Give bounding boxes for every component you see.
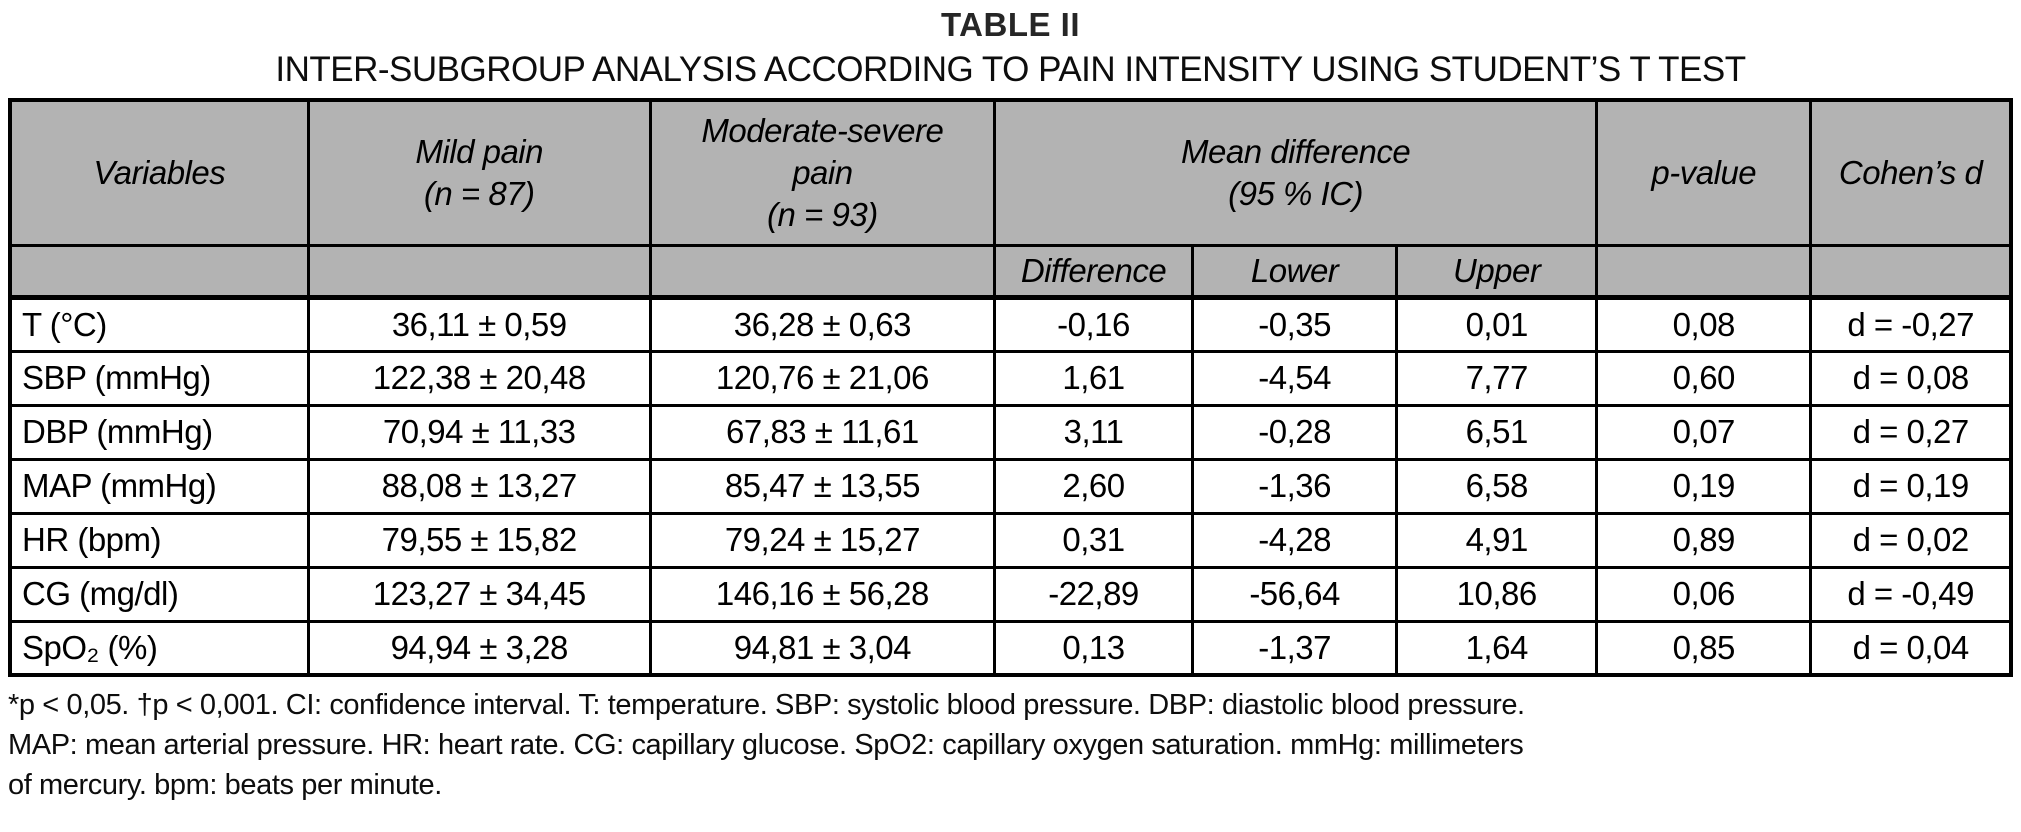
table-row-spo2: SpO₂ (%) 94,94 ± 3,28 94,81 ± 3,04 0,13 …: [8, 619, 2013, 677]
cell-lower: -1,37: [1191, 619, 1399, 677]
cell-p-value: 0,19: [1595, 457, 1813, 515]
cell-upper: 10,86: [1395, 565, 1599, 623]
cell-cohens-d: d = 0,27: [1809, 403, 2013, 461]
table-row-sbp: SBP (mmHg) 122,38 ± 20,48 120,76 ± 21,06…: [8, 349, 2013, 407]
cell-cohens-d: d = 0,19: [1809, 457, 2013, 515]
cell-p-value: 0,08: [1595, 295, 1813, 353]
cell-mild: 79,55 ± 15,82: [306, 511, 652, 569]
cell-mild: 94,94 ± 3,28: [306, 619, 652, 677]
table-row-dbp: DBP (mmHg) 70,94 ± 11,33 67,83 ± 11,61 3…: [8, 403, 2013, 461]
header-row-main: Variables Mild pain (n = 87) Moderate-se…: [8, 98, 2013, 247]
col-header-mild-pain: Mild pain (n = 87): [306, 98, 652, 247]
table-footnote: *p < 0,05. †p < 0,001. CI: confidence in…: [8, 689, 1525, 802]
cell-p-value: 0,07: [1595, 403, 1813, 461]
header-row-sub: Difference Lower Upper: [8, 243, 2013, 300]
cell-moderate: 120,76 ± 21,06: [648, 349, 996, 407]
cell-lower: -56,64: [1191, 565, 1399, 623]
cell-moderate: 85,47 ± 13,55: [648, 457, 996, 515]
cell-cohens-d: d = 0,08: [1809, 349, 2013, 407]
cell-difference: 0,31: [992, 511, 1195, 569]
subheader-empty-moderate-severe-pain: [648, 243, 996, 300]
cell-difference: 1,61: [992, 349, 1195, 407]
cell-lower: -0,35: [1191, 295, 1399, 353]
subheader-empty-variables: [8, 243, 310, 300]
table-title: TABLE II: [940, 6, 1081, 43]
table-row-hr: HR (bpm) 79,55 ± 15,82 79,24 ± 15,27 0,3…: [8, 511, 2013, 569]
subheader-difference: Difference: [992, 243, 1195, 300]
col-header-variables: Variables: [8, 98, 310, 247]
cell-difference: 2,60: [992, 457, 1195, 515]
cell-mild: 70,94 ± 11,33: [306, 403, 652, 461]
cell-upper: 6,58: [1395, 457, 1599, 515]
cell-difference: 0,13: [992, 619, 1195, 677]
cell-upper: 6,51: [1395, 403, 1599, 461]
cell-p-value: 0,60: [1595, 349, 1813, 407]
subheader-empty-cohens-d: [1809, 243, 2013, 300]
cell-p-value: 0,89: [1595, 511, 1813, 569]
subheader-empty-p-value: [1595, 243, 1813, 300]
cell-cohens-d: d = 0,02: [1809, 511, 2013, 569]
cell-lower: -1,36: [1191, 457, 1399, 515]
cell-mild: 122,38 ± 20,48: [306, 349, 652, 407]
cell-p-value: 0,85: [1595, 619, 1813, 677]
row-label-temperature: T (°C): [8, 295, 310, 353]
row-label-sbp: SBP (mmHg): [8, 349, 310, 407]
row-label-cg: CG (mg/dl): [8, 565, 310, 623]
cell-lower: -4,54: [1191, 349, 1399, 407]
table-row-cg: CG (mg/dl) 123,27 ± 34,45 146,16 ± 56,28…: [8, 565, 2013, 623]
cell-p-value: 0,06: [1595, 565, 1813, 623]
cell-upper: 4,91: [1395, 511, 1599, 569]
cell-cohens-d: d = -0,49: [1809, 565, 2013, 623]
table-subtitle: INTER-SUBGROUP ANALYSIS ACCORDING TO PAI…: [275, 49, 1746, 89]
cell-mild: 36,11 ± 0,59: [306, 295, 652, 353]
subheader-upper: Upper: [1395, 243, 1599, 300]
table-row-map: MAP (mmHg) 88,08 ± 13,27 85,47 ± 13,55 2…: [8, 457, 2013, 515]
cell-upper: 1,64: [1395, 619, 1599, 677]
inter-subgroup-analysis-table: Variables Mild pain (n = 87) Moderate-se…: [8, 98, 2013, 678]
col-header-p-value: p-value: [1595, 98, 1813, 247]
cell-lower: -0,28: [1191, 403, 1399, 461]
subheader-empty-mild-pain: [306, 243, 652, 300]
row-label-spo2: SpO₂ (%): [8, 619, 310, 677]
cell-mild: 88,08 ± 13,27: [306, 457, 652, 515]
col-header-cohens-d: Cohen’s d: [1809, 98, 2013, 247]
subheader-lower: Lower: [1191, 243, 1399, 300]
cell-difference: -22,89: [992, 565, 1195, 623]
paper-table-page: TABLE II INTER-SUBGROUP ANALYSIS ACCORDI…: [8, 6, 2013, 802]
table-row-temperature: T (°C) 36,11 ± 0,59 36,28 ± 0,63 -0,16 -…: [8, 295, 2013, 353]
cell-moderate: 79,24 ± 15,27: [648, 511, 996, 569]
cell-upper: 7,77: [1395, 349, 1599, 407]
cell-moderate: 146,16 ± 56,28: [648, 565, 996, 623]
cell-difference: 3,11: [992, 403, 1195, 461]
cell-moderate: 67,83 ± 11,61: [648, 403, 996, 461]
cell-mild: 123,27 ± 34,45: [306, 565, 652, 623]
col-header-mean-difference: Mean difference (95 % IC): [992, 98, 1599, 247]
cell-lower: -4,28: [1191, 511, 1399, 569]
row-label-map: MAP (mmHg): [8, 457, 310, 515]
cell-moderate: 94,81 ± 3,04: [648, 619, 996, 677]
cell-upper: 0,01: [1395, 295, 1599, 353]
cell-moderate: 36,28 ± 0,63: [648, 295, 996, 353]
row-label-dbp: DBP (mmHg): [8, 403, 310, 461]
row-label-hr: HR (bpm): [8, 511, 310, 569]
cell-difference: -0,16: [992, 295, 1195, 353]
cell-cohens-d: d = 0,04: [1809, 619, 2013, 677]
col-header-moderate-severe-pain: Moderate-severe pain (n = 93): [648, 98, 996, 247]
cell-cohens-d: d = -0,27: [1809, 295, 2013, 353]
